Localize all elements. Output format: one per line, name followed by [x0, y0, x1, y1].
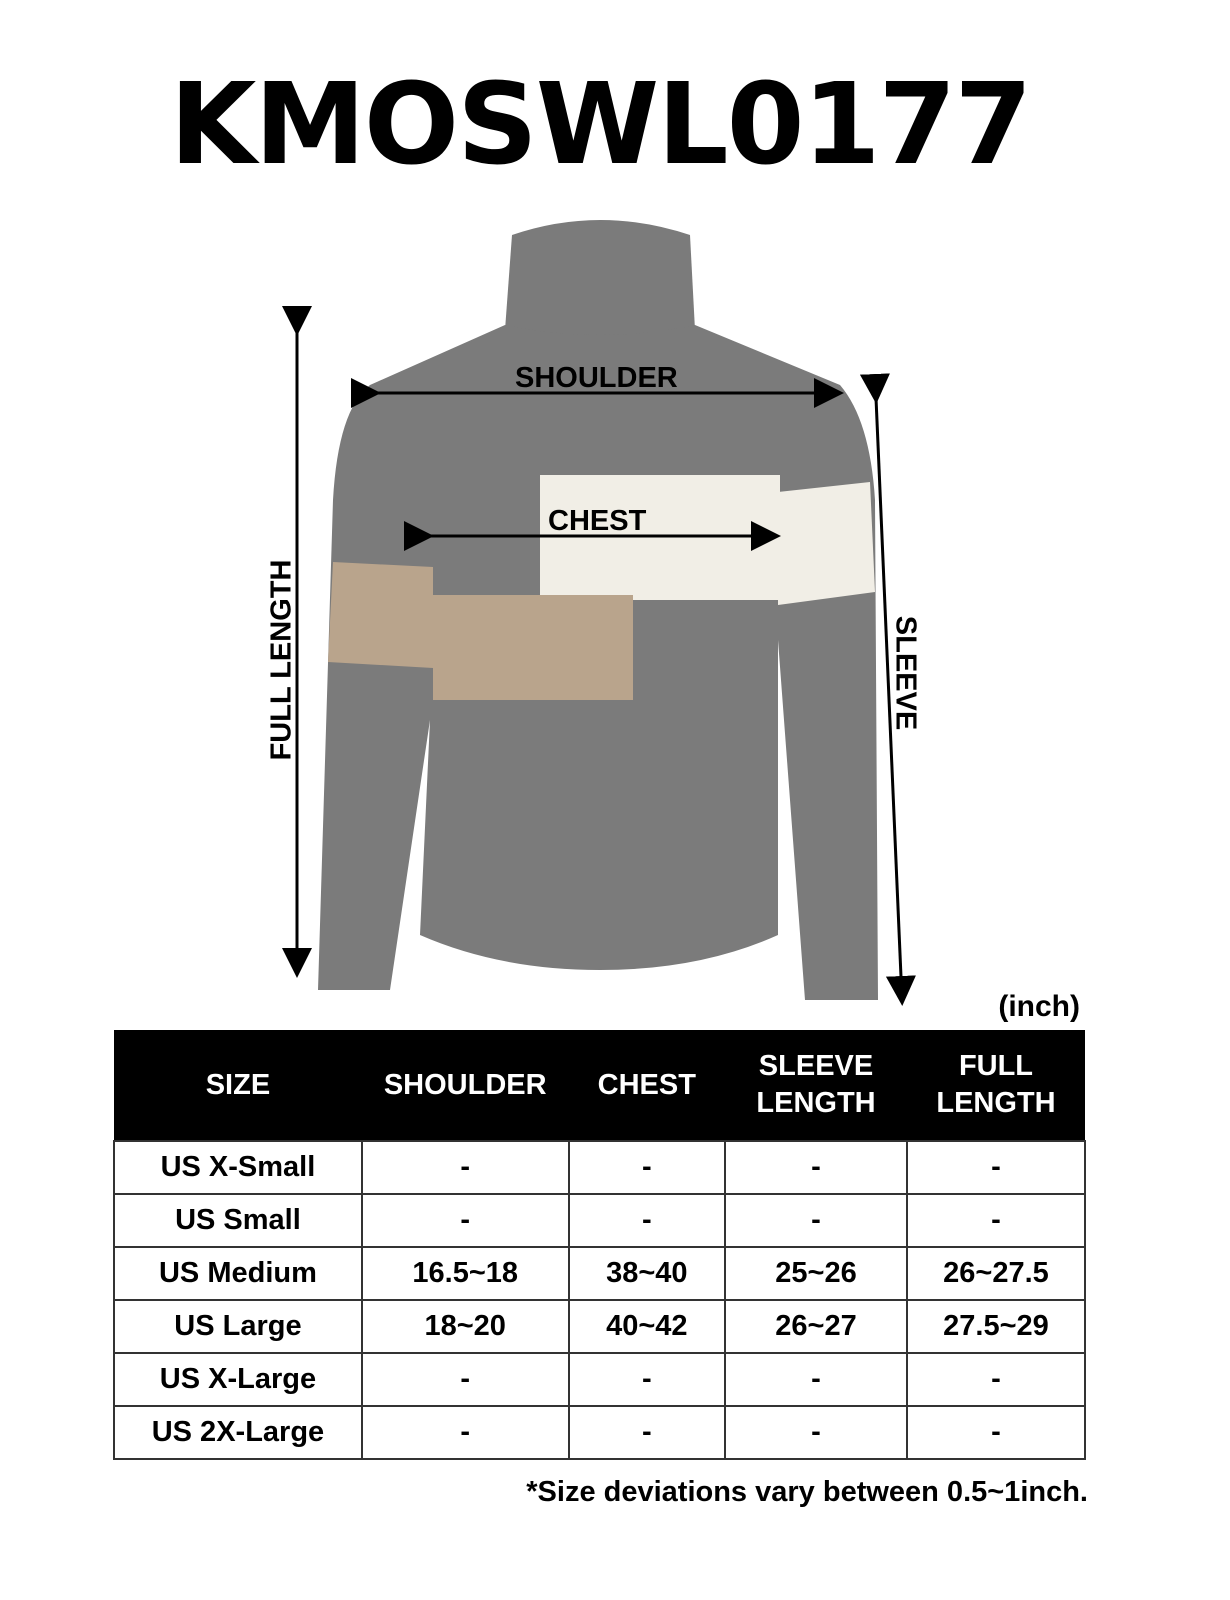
tan-sleeve-band — [328, 562, 433, 668]
unit-label: (inch) — [998, 990, 1080, 1023]
sweater-diagram — [282, 220, 916, 1006]
measurement-cell: - — [724, 1352, 908, 1407]
header-shoulder: SHOULDER — [361, 1030, 569, 1141]
chest-label: CHEST — [548, 505, 647, 537]
table-row: US Small - - - - — [113, 1193, 1087, 1248]
measurement-cell: - — [724, 1193, 908, 1248]
measurement-cell: 18~20 — [360, 1299, 570, 1354]
size-deviation-note: *Size deviations vary between 0.5~1inch. — [526, 1476, 1088, 1508]
measurement-cell: 26~27 — [724, 1299, 908, 1354]
measurement-cell: - — [905, 1140, 1087, 1195]
sleeve-arrow — [859, 373, 916, 1006]
full-length-label: FULL LENGTH — [265, 559, 298, 761]
measurement-cell: - — [724, 1140, 908, 1195]
size-cell: US 2X-Large — [113, 1405, 363, 1460]
table-row: US X-Small - - - - — [113, 1140, 1087, 1195]
cream-sleeve-band — [778, 482, 875, 605]
size-cell: US X-Large — [113, 1352, 363, 1407]
shoulder-label: SHOULDER — [515, 362, 678, 394]
header-sleeve-length: SLEEVE LENGTH — [725, 1030, 907, 1141]
measurement-cell: 25~26 — [724, 1246, 908, 1301]
header-size: SIZE — [114, 1030, 362, 1141]
size-table: SIZE SHOULDER CHEST SLEEVE LENGTH FULL L… — [113, 1030, 1087, 1460]
measurement-cell: - — [905, 1405, 1087, 1460]
measurement-cell: 40~42 — [567, 1299, 727, 1354]
turtleneck-collar — [505, 220, 695, 340]
measurement-cell: 27.5~29 — [905, 1299, 1087, 1354]
header-full-length: FULL LENGTH — [906, 1030, 1085, 1141]
measurement-cell: - — [360, 1140, 570, 1195]
measurement-cell: - — [567, 1140, 727, 1195]
size-cell: US Medium — [113, 1246, 363, 1301]
sleeve-label: SLEEVE — [889, 615, 922, 731]
measurement-cell: - — [360, 1405, 570, 1460]
measurement-cell: - — [360, 1352, 570, 1407]
measurement-cell: - — [905, 1193, 1087, 1248]
measurement-cell: 16.5~18 — [360, 1246, 570, 1301]
measurement-cell: - — [724, 1405, 908, 1460]
size-cell: US Small — [113, 1193, 363, 1248]
table-row: US X-Large - - - - — [113, 1352, 1087, 1407]
measurement-cell: - — [567, 1352, 727, 1407]
size-cell: US X-Small — [113, 1140, 363, 1195]
table-header-row: SIZE SHOULDER CHEST SLEEVE LENGTH FULL L… — [114, 1030, 1085, 1141]
tan-panel — [433, 595, 633, 700]
table-row: US Large 18~20 40~42 26~27 27.5~29 — [113, 1299, 1087, 1354]
sweater-illustration — [318, 220, 878, 1000]
measurement-cell: - — [905, 1352, 1087, 1407]
table-row: US Medium 16.5~18 38~40 25~26 26~27.5 — [113, 1246, 1087, 1301]
measurement-cell: 38~40 — [567, 1246, 727, 1301]
product-code-title: KMOSWL0177 — [169, 60, 1033, 190]
measurement-cell: - — [360, 1193, 570, 1248]
measurement-cell: - — [567, 1193, 727, 1248]
table-row: US 2X-Large - - - - — [113, 1405, 1087, 1460]
measurement-cell: - — [567, 1405, 727, 1460]
header-chest: CHEST — [568, 1030, 726, 1141]
measurement-cell: 26~27.5 — [905, 1246, 1087, 1301]
size-cell: US Large — [113, 1299, 363, 1354]
